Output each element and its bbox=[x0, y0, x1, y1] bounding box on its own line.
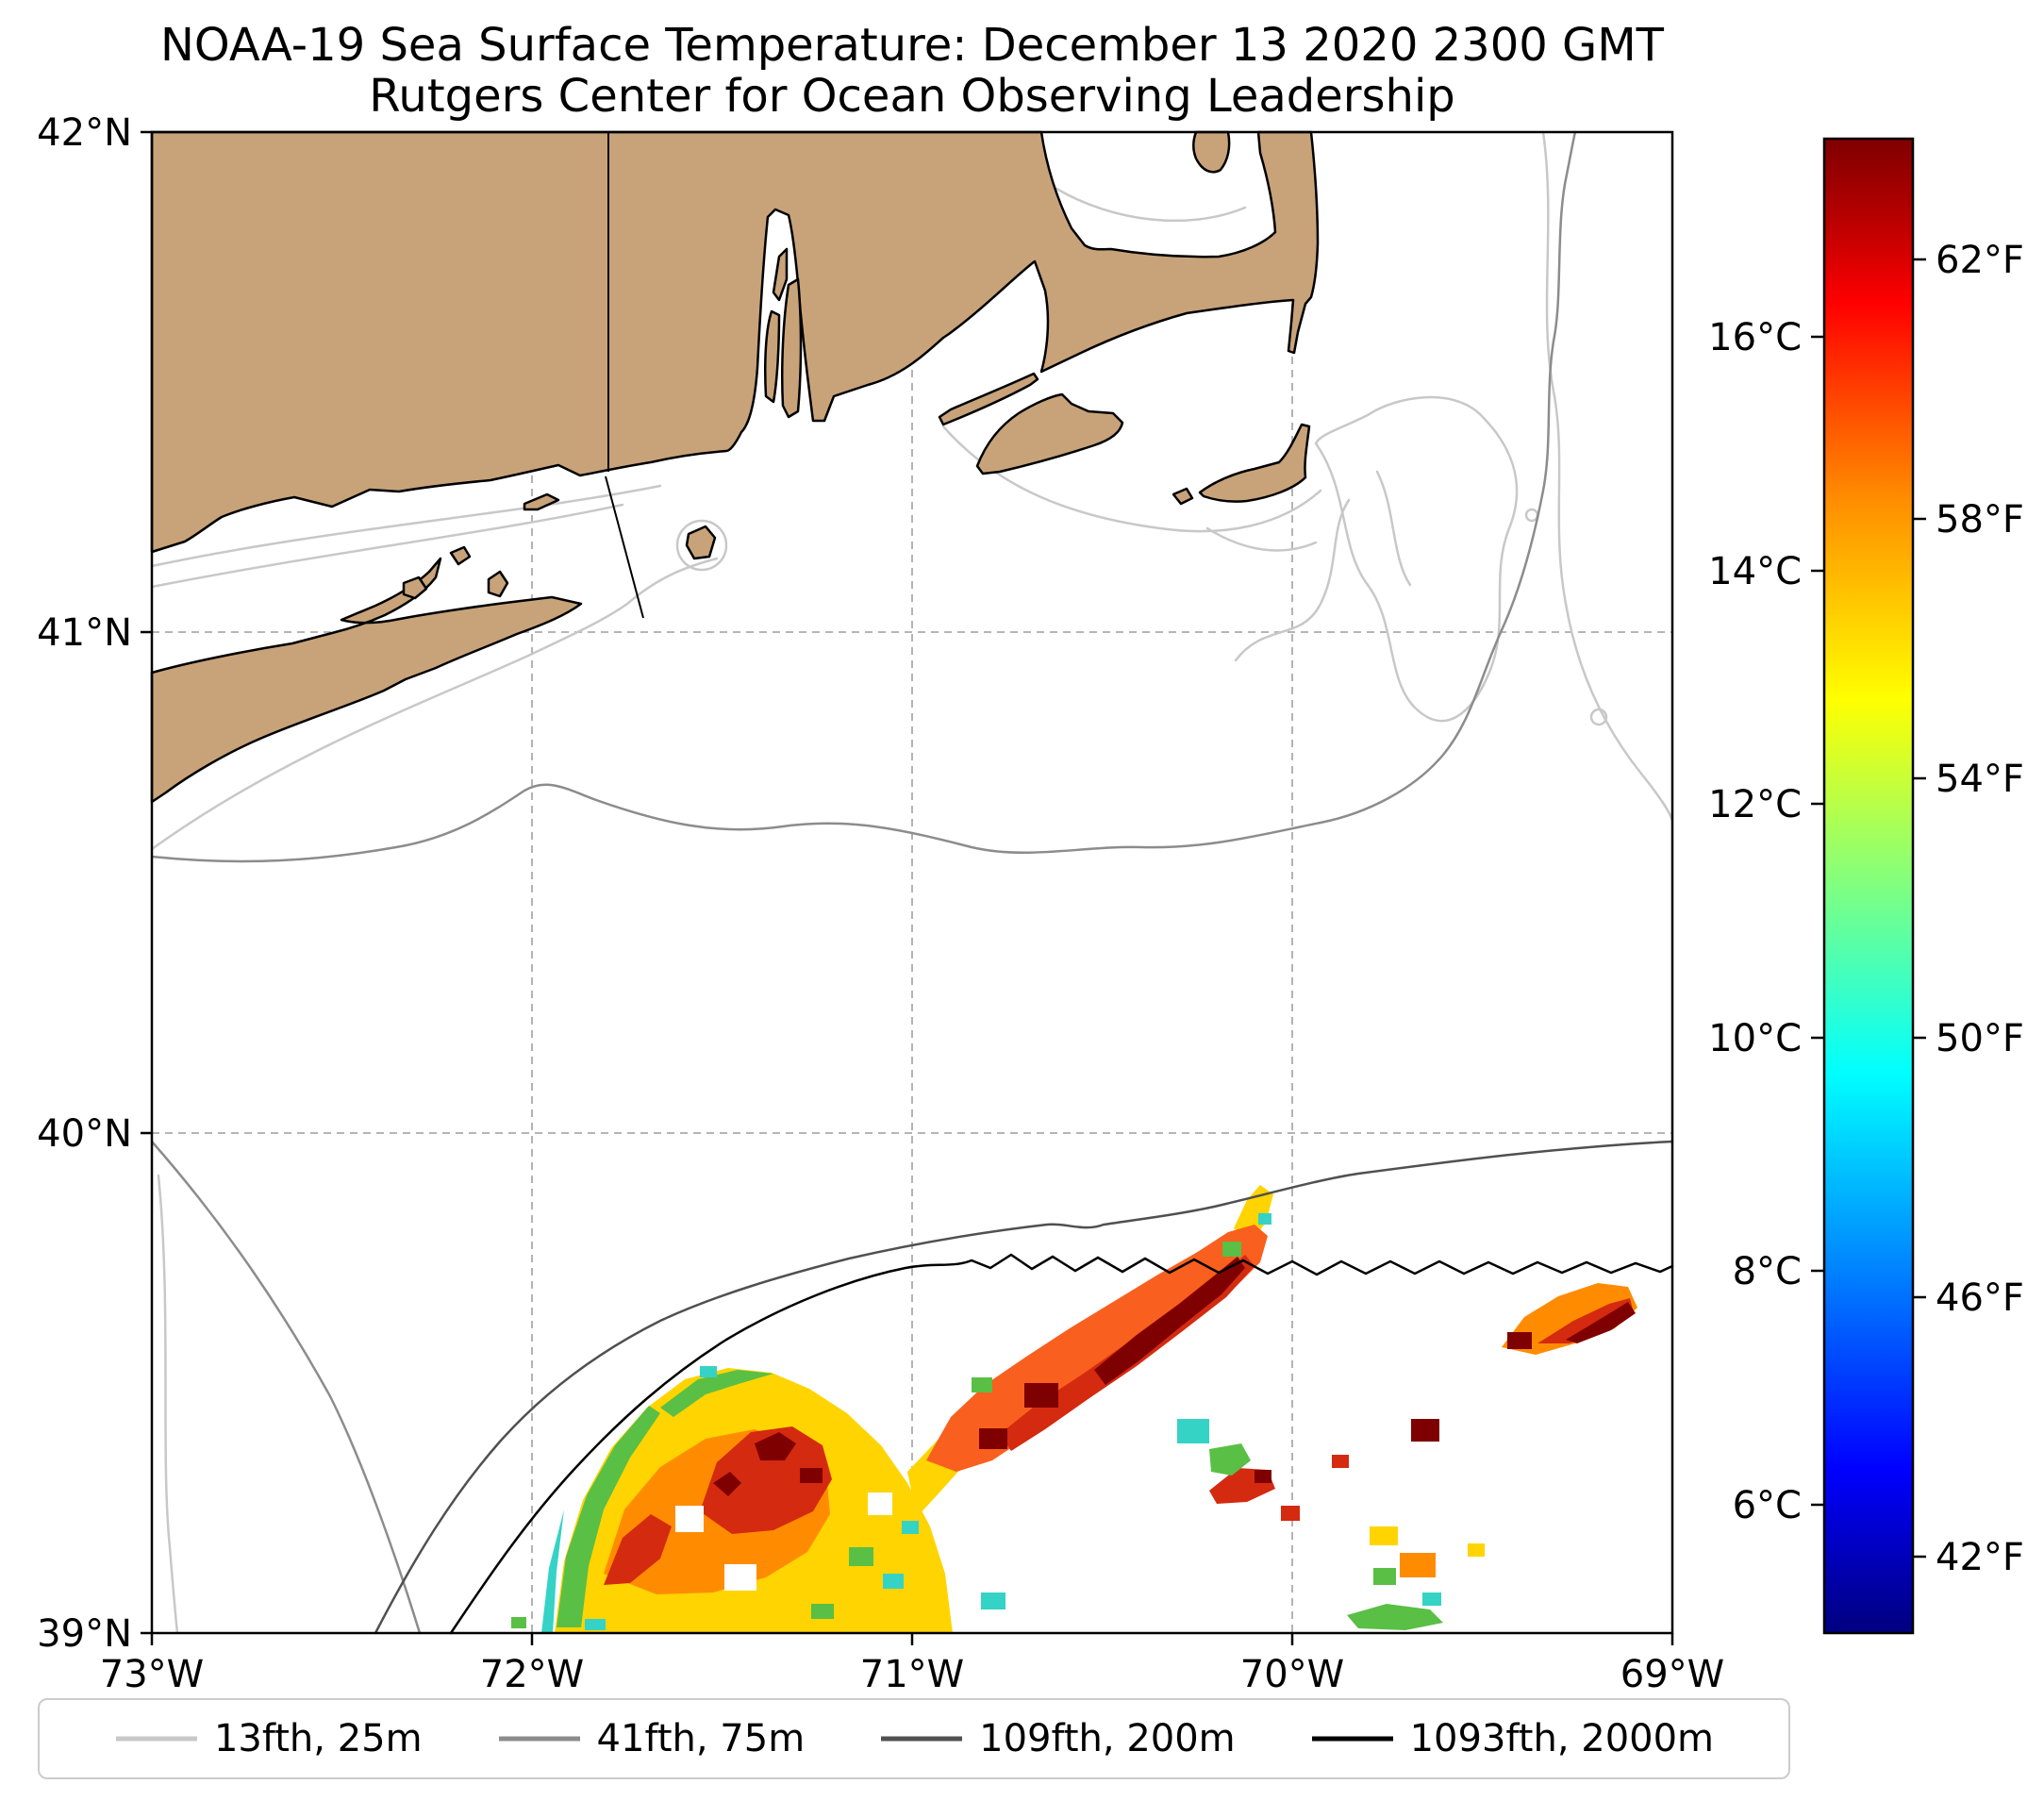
cbar-54f: 54°F bbox=[1936, 758, 2024, 801]
y-tick-41n: 41°N bbox=[37, 611, 132, 655]
contour-200m bbox=[374, 1140, 1674, 1635]
legend-line-75m-icon bbox=[498, 1736, 580, 1742]
x-tick-70w: 70°W bbox=[1240, 1653, 1344, 1696]
figure-title: NOAA-19 Sea Surface Temperature: Decembe… bbox=[160, 19, 1665, 72]
axis-tick-marks bbox=[141, 130, 1674, 1645]
cbar-46f: 46°F bbox=[1936, 1276, 2024, 1320]
colorbar-celsius-labels: 16°C 14°C 12°C 10°C 8°C 6°C bbox=[1708, 316, 1802, 1527]
legend-item-2000m: 1093fth, 2000m bbox=[1310, 1717, 1714, 1760]
island-conanicut bbox=[764, 309, 781, 404]
cbar-50f: 50°F bbox=[1936, 1017, 2024, 1060]
legend-label-200m: 109fth, 200m bbox=[979, 1717, 1236, 1760]
cbar-16c: 16°C bbox=[1708, 316, 1802, 359]
x-tick-69w: 69°W bbox=[1620, 1653, 1724, 1696]
long-island bbox=[150, 557, 583, 804]
island-nantucket bbox=[1198, 423, 1311, 503]
provincetown-hook bbox=[1192, 130, 1231, 174]
x-tick-71w: 71°W bbox=[860, 1653, 964, 1696]
contour-75m bbox=[150, 130, 1577, 1635]
state-border-line bbox=[605, 132, 644, 619]
colorbar: 16°C 14°C 12°C 10°C 8°C 6°C 62°F 58°F 54… bbox=[1708, 137, 2024, 1635]
colorbar-fahrenheit-labels: 62°F 58°F 54°F 50°F 46°F 42°F bbox=[1936, 239, 2024, 1579]
island-prudence bbox=[772, 247, 789, 302]
sst-orangered-patches bbox=[926, 1225, 1268, 1472]
x-axis-labels: 73°W 72°W 71°W 70°W 69°W bbox=[100, 1653, 1724, 1696]
sst-nodata-holes bbox=[675, 1492, 892, 1591]
y-tick-42n: 42°N bbox=[37, 111, 132, 155]
x-tick-73w: 73°W bbox=[100, 1653, 204, 1696]
cbar-62f: 62°F bbox=[1936, 239, 2024, 282]
legend-line-2000m-icon bbox=[1311, 1736, 1393, 1742]
y-tick-39n: 39°N bbox=[37, 1612, 132, 1656]
cbar-10c: 10°C bbox=[1708, 1017, 1802, 1060]
cbar-58f: 58°F bbox=[1936, 498, 2024, 542]
island-tuckernuck bbox=[1172, 487, 1194, 506]
legend-line-200m-icon bbox=[881, 1736, 963, 1742]
legend-item-25m: 13fth, 25m bbox=[114, 1717, 423, 1760]
contour-2000m bbox=[449, 1253, 1674, 1635]
sst-layer bbox=[511, 1185, 1637, 1633]
x-tick-72w: 72°W bbox=[480, 1653, 584, 1696]
legend-line-25m-icon bbox=[115, 1736, 197, 1742]
legend-label-25m: 13fth, 25m bbox=[213, 1717, 423, 1760]
island-fishers bbox=[523, 492, 560, 511]
figure-subtitle: Rutgers Center for Ocean Observing Leade… bbox=[369, 70, 1455, 123]
land-layer bbox=[150, 130, 1320, 804]
contour-legend: 13fth, 25m 41fth, 75m 109fth, 200m 1093f… bbox=[38, 1698, 1790, 1779]
cbar-8c: 8°C bbox=[1733, 1250, 1802, 1293]
island-plum bbox=[449, 545, 472, 566]
island-gardiners bbox=[487, 570, 509, 598]
island-marthas-vineyard bbox=[975, 392, 1124, 475]
island-shelter bbox=[402, 575, 428, 600]
sst-darkred-patches bbox=[713, 1257, 1636, 1496]
cbar-12c: 12°C bbox=[1708, 783, 1802, 826]
islands-elizabeth bbox=[938, 372, 1039, 426]
colorbar-tick-marks bbox=[1811, 258, 1926, 1559]
mainland-newengland bbox=[150, 130, 1320, 554]
legend-item-75m: 41fth, 75m bbox=[497, 1717, 806, 1760]
legend-label-2000m: 1093fth, 2000m bbox=[1409, 1717, 1715, 1760]
island-block bbox=[685, 525, 717, 560]
colorbar-frame bbox=[1822, 137, 1915, 1635]
cbar-42f: 42°F bbox=[1936, 1536, 2024, 1579]
legend-label-75m: 41fth, 75m bbox=[596, 1717, 806, 1760]
sst-green-patches bbox=[511, 1242, 1443, 1630]
y-tick-40n: 40°N bbox=[37, 1112, 132, 1156]
island-aquidneck bbox=[781, 277, 803, 419]
bathymetry-contours bbox=[150, 130, 1674, 1635]
sst-cyan-patches bbox=[541, 1213, 1441, 1633]
y-axis-labels: 42°N 41°N 40°N 39°N bbox=[37, 111, 132, 1656]
colorbar-gradient bbox=[1824, 139, 1913, 1633]
legend-item-200m: 109fth, 200m bbox=[879, 1717, 1236, 1760]
cbar-14c: 14°C bbox=[1708, 550, 1802, 593]
cbar-6c: 6°C bbox=[1733, 1484, 1802, 1527]
